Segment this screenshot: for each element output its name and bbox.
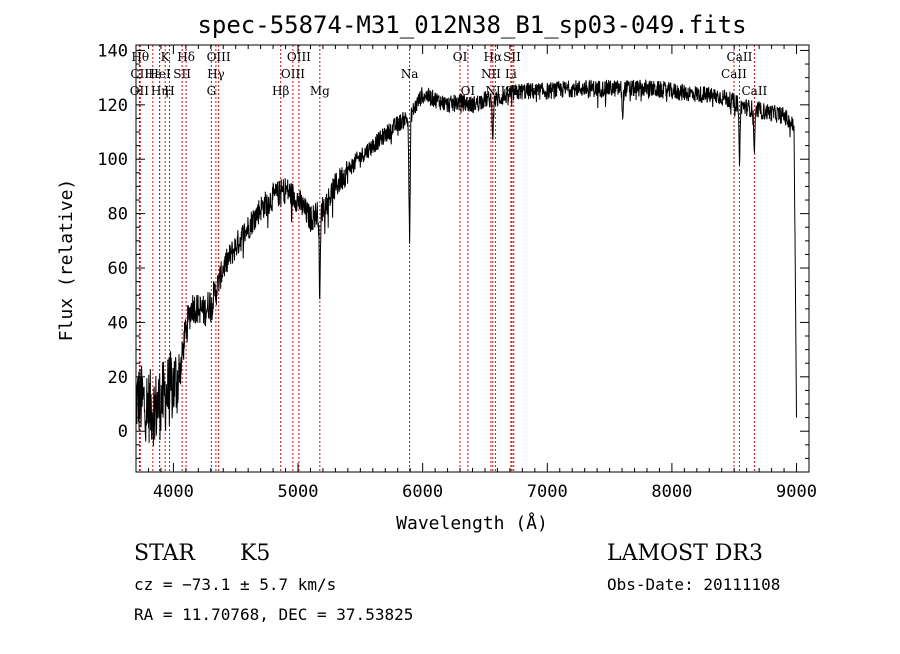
- y-tick-label: 100: [97, 150, 128, 170]
- y-axis-ticks: 0 20 40 60 80 100 120 140: [97, 41, 809, 459]
- reference-line-label: Hδ: [177, 50, 195, 64]
- y-axis-label: Flux (relative): [56, 179, 77, 342]
- reference-line-label: Hε: [144, 67, 161, 81]
- reference-line-label: OI: [461, 84, 476, 98]
- x-axis-label: Wavelength (Å): [396, 512, 548, 534]
- y-tick-label: 120: [97, 96, 128, 116]
- reference-line-label: OIII: [287, 50, 311, 64]
- redshift-readout: cz = −73.1 ± 5.7 km/s: [134, 575, 336, 594]
- reference-line-label: G: [207, 84, 217, 98]
- y-tick-label: 140: [97, 41, 128, 61]
- reference-line-label: Hα: [484, 50, 503, 64]
- reference-line-label: Hβ: [272, 84, 289, 98]
- coordinates-readout: RA = 11.70768, DEC = 37.53825: [134, 605, 413, 624]
- x-tick-label: 9000: [776, 482, 817, 502]
- reference-line-label: OI: [453, 50, 468, 64]
- reference-line-label: Li: [505, 67, 517, 81]
- reference-line-label: SII: [503, 50, 521, 64]
- reference-line-label: CaII: [741, 84, 767, 98]
- reference-line-label: Hγ: [207, 67, 225, 81]
- reference-line-label: NII: [481, 67, 501, 81]
- reference-lines: [138, 45, 755, 472]
- x-axis-ticks: 4000 5000 6000 7000 8000 9000: [135, 45, 817, 502]
- y-tick-label: 20: [108, 368, 128, 388]
- object-class: STAR: [134, 541, 196, 566]
- y-tick-label: 60: [108, 259, 128, 279]
- object-subclass: K5: [240, 541, 270, 566]
- observation-date: Obs-Date: 20111108: [607, 575, 780, 594]
- reference-line-label: K: [161, 50, 171, 64]
- reference-line-label: Hη: [151, 84, 169, 98]
- x-tick-label: 4000: [153, 482, 194, 502]
- reference-line-label: SII: [173, 67, 191, 81]
- reference-line-label: HeI: [148, 67, 171, 81]
- y-tick-label: 0: [118, 422, 128, 442]
- reference-line-label: Hθ: [131, 50, 149, 64]
- reference-line-label: Mg: [310, 84, 330, 98]
- spectrum-line: [135, 78, 797, 447]
- survey-name: LAMOST DR3: [607, 541, 763, 566]
- y-tick-label: 80: [108, 205, 128, 225]
- reference-line-label: OIII: [207, 50, 231, 64]
- chart-title: spec-55874-M31_012N38_B1_sp03-049.fits: [197, 11, 746, 39]
- x-tick-label: 5000: [278, 482, 319, 502]
- reference-line-label: H: [164, 84, 174, 98]
- x-tick-label: 8000: [651, 482, 692, 502]
- reference-line-label: Na: [401, 67, 419, 81]
- reference-line-label: CII: [130, 67, 149, 81]
- y-tick-label: 40: [108, 313, 128, 333]
- reference-line-label: OIII: [281, 67, 305, 81]
- x-tick-label: 6000: [402, 482, 443, 502]
- x-tick-label: 7000: [527, 482, 568, 502]
- reference-line-label: CaII: [721, 67, 747, 81]
- reference-line-label: CaII: [727, 50, 753, 64]
